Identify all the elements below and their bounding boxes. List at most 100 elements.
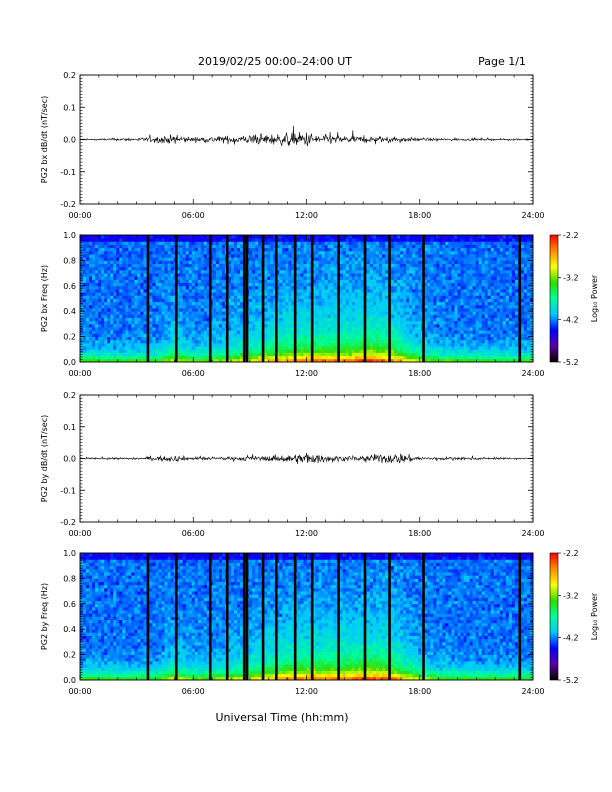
spectrogram-cell bbox=[330, 285, 335, 290]
spectrogram-cell bbox=[164, 317, 168, 322]
spectrogram-cell bbox=[306, 304, 310, 309]
spectrogram-cell bbox=[418, 276, 422, 280]
spectrogram-cell bbox=[131, 339, 135, 344]
spectrogram-cell bbox=[113, 355, 117, 360]
spectrogram-cell bbox=[218, 266, 223, 271]
spectrogram-cell bbox=[400, 279, 404, 284]
spectrogram-cell bbox=[291, 269, 295, 274]
spectrogram-cell bbox=[131, 355, 135, 360]
spectrogram-cell bbox=[300, 311, 304, 315]
spectrogram-cell bbox=[330, 320, 335, 325]
spectrogram-cell bbox=[366, 238, 371, 242]
x-tick-label: 06:00 bbox=[182, 211, 205, 220]
spectrogram-cell bbox=[131, 263, 135, 268]
spectrogram-cell bbox=[240, 346, 244, 350]
spectrogram-cell bbox=[282, 241, 286, 245]
spectrogram-cell bbox=[200, 320, 205, 325]
spectrogram-cell bbox=[182, 260, 187, 264]
spectrogram-cell bbox=[342, 257, 347, 261]
spectrogram-cell bbox=[372, 276, 377, 280]
spectrogram-cell bbox=[234, 298, 238, 303]
spectrogram-cell bbox=[149, 266, 153, 271]
spectrogram-cell bbox=[342, 263, 347, 268]
spectrogram-cell bbox=[140, 304, 144, 309]
spectrogram-cell bbox=[237, 250, 241, 255]
spectrogram-cell bbox=[439, 320, 443, 325]
spectrogram-cell bbox=[240, 260, 244, 264]
spectrogram-cell bbox=[155, 323, 159, 328]
spectrogram-cell bbox=[197, 244, 202, 249]
spectrogram-cell bbox=[170, 352, 175, 357]
spectrogram-cell bbox=[176, 298, 181, 303]
spectrogram-cell bbox=[113, 254, 117, 258]
spectrogram-cell bbox=[397, 346, 401, 350]
spectrogram-cell bbox=[291, 250, 295, 255]
spectrogram-cell bbox=[194, 342, 199, 347]
spectrogram-cell bbox=[140, 282, 144, 287]
spectrogram-cell bbox=[86, 279, 90, 284]
spectrogram-cell bbox=[318, 339, 322, 344]
spectrogram-cell bbox=[252, 311, 256, 315]
spectrogram-cell bbox=[200, 327, 205, 331]
spectrogram-cell bbox=[209, 269, 214, 274]
spectrogram-cell bbox=[348, 301, 353, 306]
spectrogram-cell bbox=[412, 288, 416, 293]
spectrogram-cell bbox=[83, 358, 87, 363]
spectrogram-cell bbox=[418, 298, 422, 303]
spectrogram-cell bbox=[234, 342, 238, 347]
spectrogram-cell bbox=[161, 238, 165, 242]
spectrogram-cell bbox=[137, 301, 141, 306]
spectrogram-cell bbox=[237, 257, 241, 261]
spectrogram-cell bbox=[315, 317, 319, 322]
spectrogram-cell bbox=[110, 346, 114, 350]
spectrogram-cell bbox=[297, 266, 301, 271]
spectrogram-cell bbox=[285, 244, 289, 249]
spectrogram-cell bbox=[203, 292, 208, 296]
spectrogram-cell bbox=[403, 244, 407, 249]
spectrogram-cell bbox=[369, 292, 374, 296]
spectrogram-cell bbox=[249, 241, 253, 245]
spectrogram-cell bbox=[439, 317, 443, 322]
spectrogram-cell bbox=[424, 298, 428, 303]
spectrogram-cell bbox=[285, 342, 289, 347]
spectrogram-cell bbox=[158, 238, 162, 242]
spectrogram-cell bbox=[397, 314, 401, 318]
spectrogram-cell bbox=[231, 292, 235, 296]
spectrogram-cell bbox=[167, 349, 171, 353]
spectrogram-cell bbox=[342, 349, 347, 353]
spectrogram-cell bbox=[161, 285, 165, 290]
spectrogram-cell bbox=[209, 238, 214, 242]
spectrogram-cell bbox=[403, 241, 407, 245]
spectrogram-cell bbox=[231, 298, 235, 303]
spectrogram-cell bbox=[212, 349, 217, 353]
spectrogram-cell bbox=[433, 269, 437, 274]
spectrogram-cell bbox=[110, 320, 114, 325]
spectrogram-cell bbox=[107, 330, 111, 334]
spectrogram-cell bbox=[170, 254, 175, 258]
spectrogram-cell bbox=[288, 323, 292, 328]
spectrogram-cell bbox=[297, 339, 301, 344]
spectrogram-cell bbox=[104, 269, 108, 274]
spectrogram-cell bbox=[104, 238, 108, 242]
spectrogram-cell bbox=[255, 336, 259, 341]
spectrogram-cell bbox=[357, 308, 362, 312]
spectrogram-cell bbox=[134, 314, 138, 318]
spectrogram-cell bbox=[279, 273, 283, 277]
spectrogram-cell bbox=[297, 320, 301, 325]
spectrogram-cell bbox=[194, 346, 199, 350]
spectrogram-cell bbox=[188, 317, 193, 322]
spectrogram-cell bbox=[397, 235, 401, 239]
spectrogram-cell bbox=[333, 260, 338, 264]
spectrogram-cell bbox=[378, 342, 383, 347]
spectrogram-cell bbox=[249, 273, 253, 277]
spectrogram-cell bbox=[122, 282, 126, 287]
spectrogram-cell bbox=[324, 260, 329, 264]
spectrogram-cell bbox=[357, 336, 362, 341]
spectrogram-cell bbox=[339, 263, 344, 268]
spectrogram-cell bbox=[372, 317, 377, 322]
spectrogram-cell bbox=[98, 330, 102, 334]
spectrogram-cell bbox=[234, 330, 238, 334]
spectrogram-cell bbox=[375, 263, 380, 268]
spectrogram-cell bbox=[285, 295, 289, 299]
spectrogram-cell bbox=[101, 279, 105, 284]
